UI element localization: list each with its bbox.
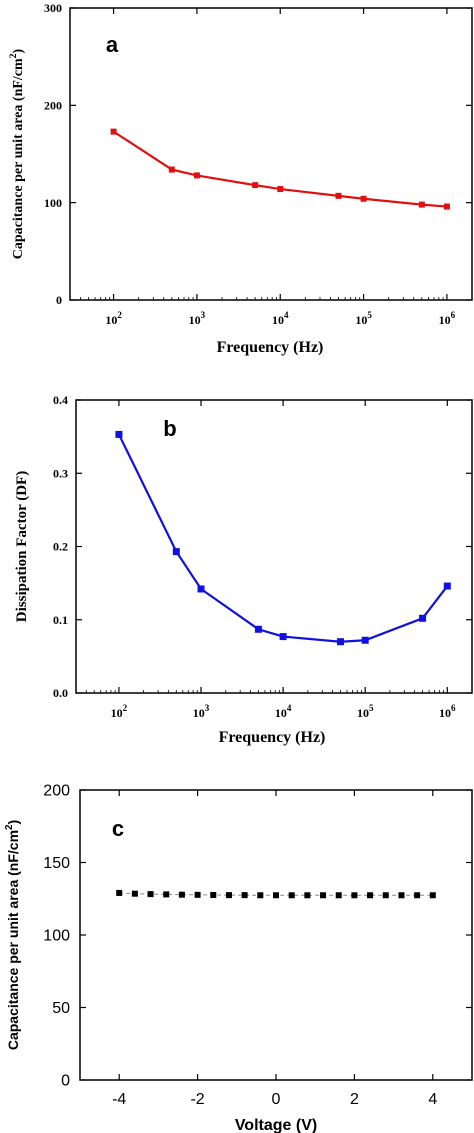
y-tick-label: 0.2 <box>53 540 68 554</box>
y-tick-label: 50 <box>52 1000 70 1017</box>
x-tick-label: 4 <box>428 1091 437 1108</box>
y-tick-label: 200 <box>43 783 70 800</box>
x-tick-label: 2 <box>350 1091 359 1108</box>
plot-frame <box>75 399 473 694</box>
data-point <box>273 892 279 899</box>
data-point <box>443 203 450 210</box>
x-tick-label: 105 <box>355 310 372 327</box>
y-tick-label: 0.3 <box>53 466 68 480</box>
data-point <box>172 548 180 556</box>
x-tick-label: 0 <box>272 1091 281 1108</box>
data-point <box>197 585 205 593</box>
y-tick-label: 200 <box>44 99 62 113</box>
data-point <box>360 195 367 202</box>
data-point <box>210 891 217 898</box>
panel-label: c <box>112 816 124 841</box>
panel-label: b <box>163 416 176 441</box>
data-point <box>335 892 342 899</box>
data-point <box>398 892 405 899</box>
x-tick-label: 106 <box>439 703 456 720</box>
data-point <box>277 186 284 193</box>
y-tick-label: 0.1 <box>53 613 68 627</box>
plot-frame <box>79 789 473 1081</box>
data-point <box>116 889 123 896</box>
x-tick-label: 106 <box>439 310 456 327</box>
y-axis-label: Dissipation Factor (DF) <box>14 471 30 622</box>
x-axis-label: Frequency (Hz) <box>217 339 324 356</box>
data-point <box>443 582 451 590</box>
x-tick-label: -4 <box>112 1091 126 1108</box>
y-tick-label: 100 <box>43 928 70 945</box>
data-point <box>163 891 170 898</box>
data-point <box>335 192 342 199</box>
y-tick-label: 300 <box>44 1 62 15</box>
chart-panel-a: 0 100 200 300 102 103 104 105 106 a Frequency (Hz)… <box>8 1 473 356</box>
data-point <box>418 201 425 208</box>
series-line <box>112 130 447 208</box>
data-point <box>131 890 138 897</box>
x-axis-label: Voltage (V) <box>235 1117 317 1133</box>
data-point <box>115 430 123 438</box>
data-point <box>225 892 232 899</box>
data-point <box>194 891 201 898</box>
data-point <box>336 638 344 646</box>
chart-panel-c: 0 50 100 150 200 -4 -2 0 2 4 c Voltage (V) Capacitan… <box>4 783 473 1133</box>
data-point <box>147 891 154 898</box>
y-tick-label: 0 <box>56 293 62 307</box>
chart-panel-b: 0.0 0.1 0.2 0.3 0.4 102 103 104 105 106 b Frequency… <box>14 393 473 746</box>
x-axis-label: Frequency (Hz) <box>219 729 326 746</box>
series-line <box>117 433 449 643</box>
data-point <box>279 633 287 641</box>
data-point <box>254 625 262 633</box>
data-point <box>178 891 185 898</box>
x-tick-label: 102 <box>105 310 122 327</box>
x-tick-label: 104 <box>272 310 289 327</box>
data-point <box>429 892 436 899</box>
data-point <box>304 892 311 899</box>
y-tick-label: 100 <box>44 196 62 210</box>
data-point <box>288 892 295 899</box>
data-point <box>257 892 264 899</box>
y-axis-label: Capacitance per unit area (nF/cm2) <box>8 48 26 259</box>
x-tick-label: -2 <box>190 1091 204 1108</box>
plot-frame <box>69 7 473 301</box>
panel-label: a <box>106 32 119 57</box>
data-point <box>367 892 374 899</box>
data-point <box>361 636 369 644</box>
x-tick-label: 103 <box>193 703 210 720</box>
data-point <box>168 166 175 173</box>
data-point <box>419 614 427 622</box>
data-point <box>320 892 327 899</box>
data-point <box>414 892 421 899</box>
x-tick-label: 105 <box>357 703 374 720</box>
data-point <box>382 892 389 899</box>
x-tick-label: 103 <box>189 310 206 327</box>
data-point <box>241 892 248 899</box>
y-axis-label: Capacitance per unit area (nF/cm2) <box>4 820 21 1050</box>
y-tick-label: 0.4 <box>53 393 68 407</box>
data-point <box>351 892 358 899</box>
y-tick-label: 0 <box>61 1073 70 1090</box>
data-point <box>252 182 259 189</box>
y-tick-label: 0.0 <box>53 686 68 700</box>
y-tick-label: 150 <box>43 855 70 872</box>
x-tick-label: 104 <box>275 703 292 720</box>
data-point <box>193 172 200 179</box>
x-tick-label: 102 <box>111 703 128 720</box>
data-point <box>110 128 117 135</box>
